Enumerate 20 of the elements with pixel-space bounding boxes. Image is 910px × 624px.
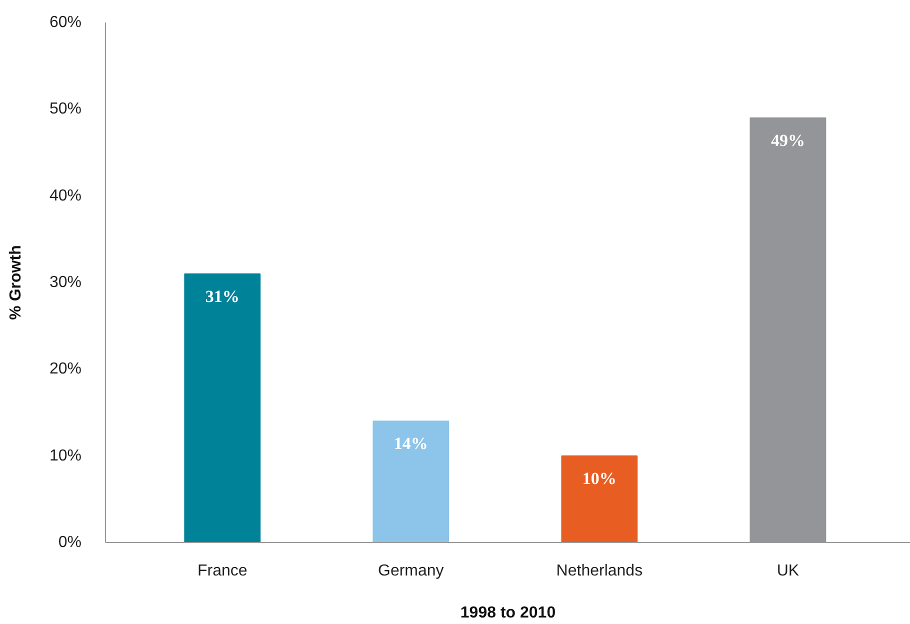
y-tick-label: 0% (58, 534, 82, 551)
y-axis-title: % Growth (7, 245, 24, 320)
x-tick-label: Germany (378, 562, 444, 580)
y-tick-label: 20% (49, 360, 82, 378)
x-tick-label: France (197, 562, 248, 580)
data-label: 14% (394, 434, 428, 454)
data-label: 49% (770, 130, 805, 150)
x-tick-label: UK (776, 562, 800, 580)
bar (372, 420, 450, 542)
y-tick-label: 50% (49, 100, 82, 118)
bar (561, 455, 638, 542)
y-tick-label: 40% (49, 187, 82, 204)
x-tick-label: Netherlands (556, 562, 643, 580)
bar (184, 273, 261, 542)
y-tick-label: 30% (49, 274, 82, 291)
data-label: 10% (582, 468, 616, 488)
y-tick-label: 10% (49, 447, 82, 464)
x-axis-title: 1998 to 2010 (460, 604, 556, 622)
y-tick-label: 60% (49, 14, 82, 31)
data-label: 31% (205, 286, 240, 306)
